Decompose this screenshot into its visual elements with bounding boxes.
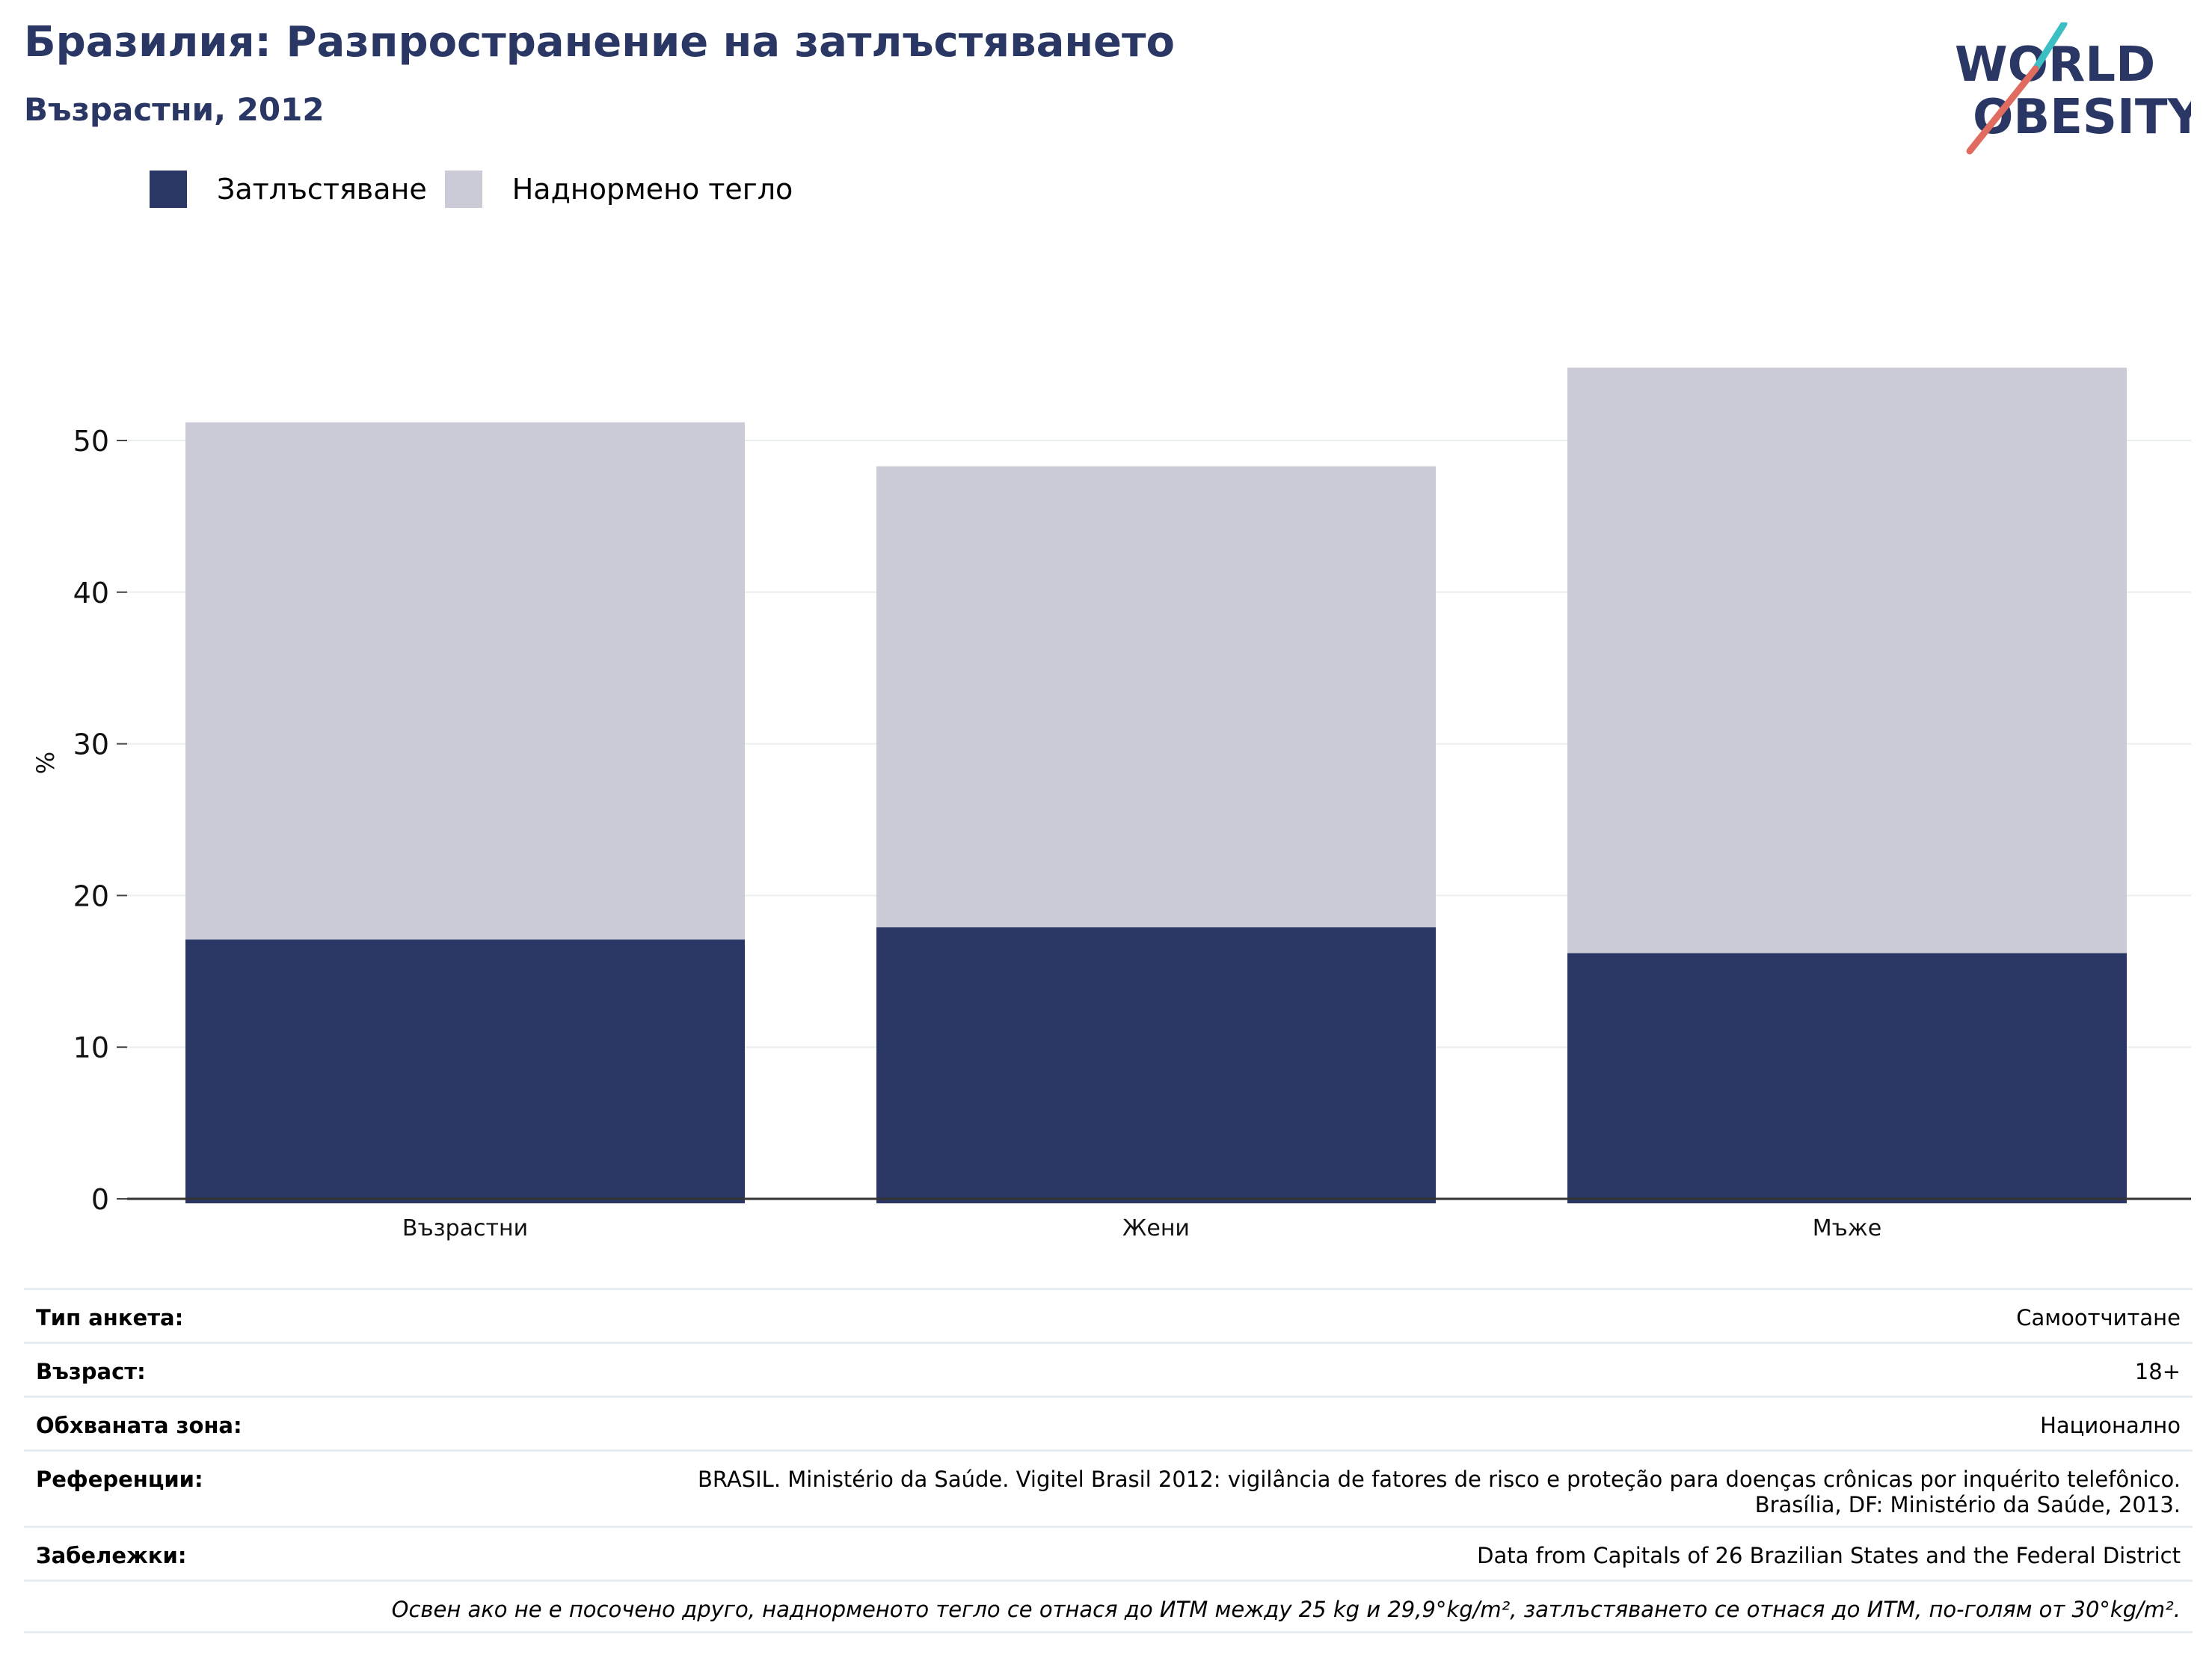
logo-slash-teal <box>2032 22 2068 73</box>
area-key: Обхваната зона: <box>36 1413 242 1438</box>
bar-obesity-1 <box>876 927 1436 1203</box>
info-table: Тип анкета: Самоотчитане Възраст: 18+ Об… <box>24 1288 2193 1633</box>
info-row-notes: Забележки: Data from Capitals of 26 Braz… <box>24 1526 2193 1580</box>
y-tick-label-0: 0 <box>91 1183 109 1216</box>
info-row-footnote: Освен ако не е посочено друго, наднормен… <box>24 1580 2193 1633</box>
age-value: 18+ <box>2134 1359 2181 1384</box>
y-tick-label-10: 10 <box>73 1031 109 1064</box>
logo-slash-red <box>1966 65 2039 155</box>
legend-label-obesity: Затлъстяване <box>217 173 427 206</box>
bar-overweight-0 <box>185 422 745 940</box>
y-tick-label-50: 50 <box>73 425 109 458</box>
references-value: BRASIL. Ministério da Saúde. Vigitel Bra… <box>698 1467 2181 1517</box>
x-tick-label-2: Мъже <box>1813 1215 1882 1241</box>
legend: Затлъстяване Наднормено тегло <box>150 171 811 208</box>
legend-swatch-obesity <box>150 171 187 208</box>
survey-type-key: Тип анкета: <box>36 1305 184 1330</box>
y-tick-label-20: 20 <box>73 879 109 912</box>
survey-type-value: Самоотчитане <box>2016 1305 2181 1330</box>
notes-value: Data from Capitals of 26 Brazilian State… <box>1477 1543 2181 1568</box>
area-value: Национално <box>2040 1413 2181 1438</box>
notes-key: Забележки: <box>36 1543 187 1568</box>
y-tick-label-30: 30 <box>73 728 109 761</box>
y-axis-label: % <box>31 752 60 774</box>
bar-overweight-1 <box>876 466 1436 927</box>
bar-overweight-2 <box>1567 367 2127 954</box>
x-tick-label-1: Жени <box>1122 1215 1190 1241</box>
bar-chart: 0 10 20 30 40 50% Възрастни Жени Мъже <box>31 367 2191 1241</box>
legend-label-overweight: Наднормено тегло <box>511 173 793 206</box>
x-tick-label-0: Възрастни <box>402 1215 528 1241</box>
info-row-age: Възраст: 18+ <box>24 1342 2193 1396</box>
references-key: Референции: <box>36 1467 203 1492</box>
y-tick-label-40: 40 <box>73 577 109 610</box>
info-row-survey-type: Тип анкета: Самоотчитане <box>24 1288 2193 1342</box>
bar-obesity-2 <box>1567 953 2127 1203</box>
logo-text-world: WORLD <box>1955 37 2155 93</box>
age-key: Възраст: <box>36 1359 146 1384</box>
info-row-references: Референции: BRASIL. Ministério da Saúde.… <box>24 1449 2193 1526</box>
legend-swatch-overweight <box>444 171 482 208</box>
references-line-2: Brasília, DF: Ministério da Saúde, 2013. <box>1754 1492 2181 1517</box>
references-line-1: BRASIL. Ministério da Saúde. Vigitel Bra… <box>698 1467 2181 1492</box>
chart-title: Бразилия: Разпространение на затлъстяван… <box>24 18 1175 67</box>
footnote-text: Освен ако не е посочено друго, наднормен… <box>391 1597 2181 1622</box>
info-row-area: Обхваната зона: Национално <box>24 1396 2193 1449</box>
world-obesity-logo: WORLD OBESITY <box>1955 22 2191 155</box>
chart-subtitle: Възрастни, 2012 <box>24 91 325 128</box>
bar-obesity-0 <box>185 939 745 1203</box>
